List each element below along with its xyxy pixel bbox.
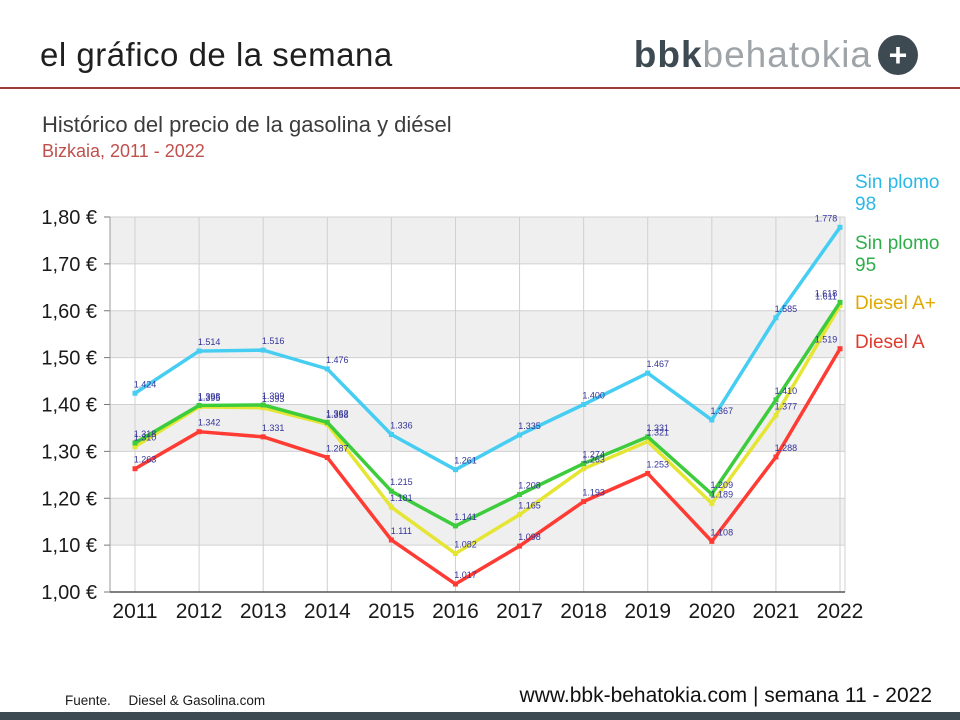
svg-text:1.331: 1.331 (262, 423, 285, 433)
source-note: Fuente. Diesel & Gasolina.com (65, 693, 265, 708)
svg-text:1.399: 1.399 (262, 391, 285, 401)
svg-text:1.098: 1.098 (518, 532, 541, 542)
svg-text:2013: 2013 (240, 600, 287, 623)
svg-text:2019: 2019 (624, 600, 671, 623)
chart-title: Histórico del precio de la gasolina y di… (42, 112, 452, 137)
legend-item-sin-plomo-95: Sin plomo 95 (855, 232, 940, 276)
svg-text:1.358: 1.358 (326, 410, 349, 420)
website-footer: www.bbk-behatokia.com | semana 11 - 2022 (519, 684, 932, 707)
svg-text:1.181: 1.181 (390, 493, 413, 503)
svg-text:1.331: 1.331 (646, 423, 669, 433)
svg-text:1.393: 1.393 (262, 394, 285, 404)
svg-text:2014: 2014 (304, 600, 351, 623)
svg-text:1.189: 1.189 (711, 489, 734, 499)
svg-text:1.108: 1.108 (711, 527, 734, 537)
svg-text:2021: 2021 (753, 600, 800, 623)
svg-text:2017: 2017 (496, 600, 543, 623)
svg-text:1.618: 1.618 (815, 288, 838, 298)
svg-text:1.519: 1.519 (815, 335, 838, 345)
bbk-behatokia-logo: bbk behatokia + (634, 34, 918, 76)
svg-text:1.410: 1.410 (775, 386, 798, 396)
logo-text-behatokia: behatokia (702, 34, 872, 75)
svg-text:1.215: 1.215 (390, 477, 413, 487)
source-name: Diesel & Gasolina.com (128, 693, 266, 708)
svg-text:1,50 €: 1,50 € (41, 348, 97, 370)
bottom-bar (0, 712, 960, 720)
plus-icon: + (878, 35, 918, 75)
chart-legend: Sin plomo 98 Sin plomo 95 Diesel A+ Diesel A (855, 172, 960, 371)
svg-text:1.585: 1.585 (775, 304, 798, 314)
svg-text:1.424: 1.424 (134, 379, 157, 389)
svg-text:1.400: 1.400 (582, 391, 605, 401)
svg-text:1.395: 1.395 (198, 393, 221, 403)
svg-text:1.082: 1.082 (454, 540, 477, 550)
svg-text:1.209: 1.209 (711, 480, 734, 490)
svg-text:1.398: 1.398 (198, 391, 221, 401)
svg-text:1.310: 1.310 (134, 433, 157, 443)
svg-text:1,60 €: 1,60 € (41, 301, 97, 323)
svg-text:1,80 €: 1,80 € (41, 207, 97, 229)
svg-text:1.165: 1.165 (518, 501, 541, 511)
svg-text:1.141: 1.141 (454, 512, 477, 522)
svg-text:1.263: 1.263 (134, 455, 157, 465)
svg-text:2016: 2016 (432, 600, 479, 623)
svg-text:1.467: 1.467 (646, 359, 669, 369)
svg-text:1.017: 1.017 (454, 570, 477, 580)
svg-text:1.321: 1.321 (646, 428, 669, 438)
svg-text:2018: 2018 (560, 600, 607, 623)
svg-text:1.336: 1.336 (390, 421, 413, 431)
legend-item-sin-plomo-98: Sin plomo 98 (855, 172, 940, 215)
svg-text:1.516: 1.516 (262, 336, 285, 346)
svg-text:1.514: 1.514 (198, 337, 221, 347)
svg-text:1.263: 1.263 (582, 455, 605, 465)
svg-text:1.274: 1.274 (582, 450, 605, 460)
svg-text:1.193: 1.193 (582, 488, 605, 498)
svg-text:1.362: 1.362 (326, 408, 349, 418)
svg-text:1.342: 1.342 (198, 418, 221, 428)
svg-text:1.476: 1.476 (326, 355, 349, 365)
svg-text:2015: 2015 (368, 600, 415, 623)
svg-text:1,00 €: 1,00 € (41, 582, 97, 604)
logo-text-bbk: bbk (633, 34, 703, 75)
svg-text:1.261: 1.261 (454, 456, 477, 466)
svg-text:1.318: 1.318 (134, 429, 157, 439)
svg-text:1.287: 1.287 (326, 443, 349, 453)
chart-subtitle: Bizkaia, 2011 - 2022 (42, 141, 205, 161)
legend-item-diesel-a-: Diesel A+ (855, 293, 936, 315)
svg-text:1.288: 1.288 (775, 443, 798, 453)
svg-text:1.367: 1.367 (711, 406, 734, 416)
svg-text:1,40 €: 1,40 € (41, 395, 97, 417)
svg-text:1,10 €: 1,10 € (41, 535, 97, 557)
header-divider (0, 87, 960, 89)
svg-text:1,30 €: 1,30 € (41, 441, 97, 463)
svg-text:1.208: 1.208 (518, 481, 541, 491)
svg-text:2011: 2011 (112, 600, 157, 623)
legend-item-diesel-a: Diesel A (855, 332, 925, 354)
svg-text:1.111: 1.111 (391, 526, 412, 536)
svg-text:1,70 €: 1,70 € (41, 254, 97, 276)
svg-text:1.335: 1.335 (518, 421, 541, 431)
line-chart-plot: 1,00 € 1,10 € 1,20 € 1,30 € 1,40 € 1,50 € 1,60… (41, 207, 864, 623)
svg-text:2012: 2012 (176, 600, 223, 623)
svg-text:1,20 €: 1,20 € (41, 488, 97, 510)
svg-text:2020: 2020 (688, 600, 735, 623)
svg-text:1.778: 1.778 (815, 213, 838, 223)
source-label: Fuente. (65, 693, 111, 708)
page-title: el gráfico de la semana (40, 36, 393, 73)
svg-text:1.377: 1.377 (775, 401, 798, 411)
svg-text:2022: 2022 (817, 600, 864, 623)
svg-text:1.253: 1.253 (646, 459, 669, 469)
svg-text:1.611: 1.611 (815, 292, 837, 302)
